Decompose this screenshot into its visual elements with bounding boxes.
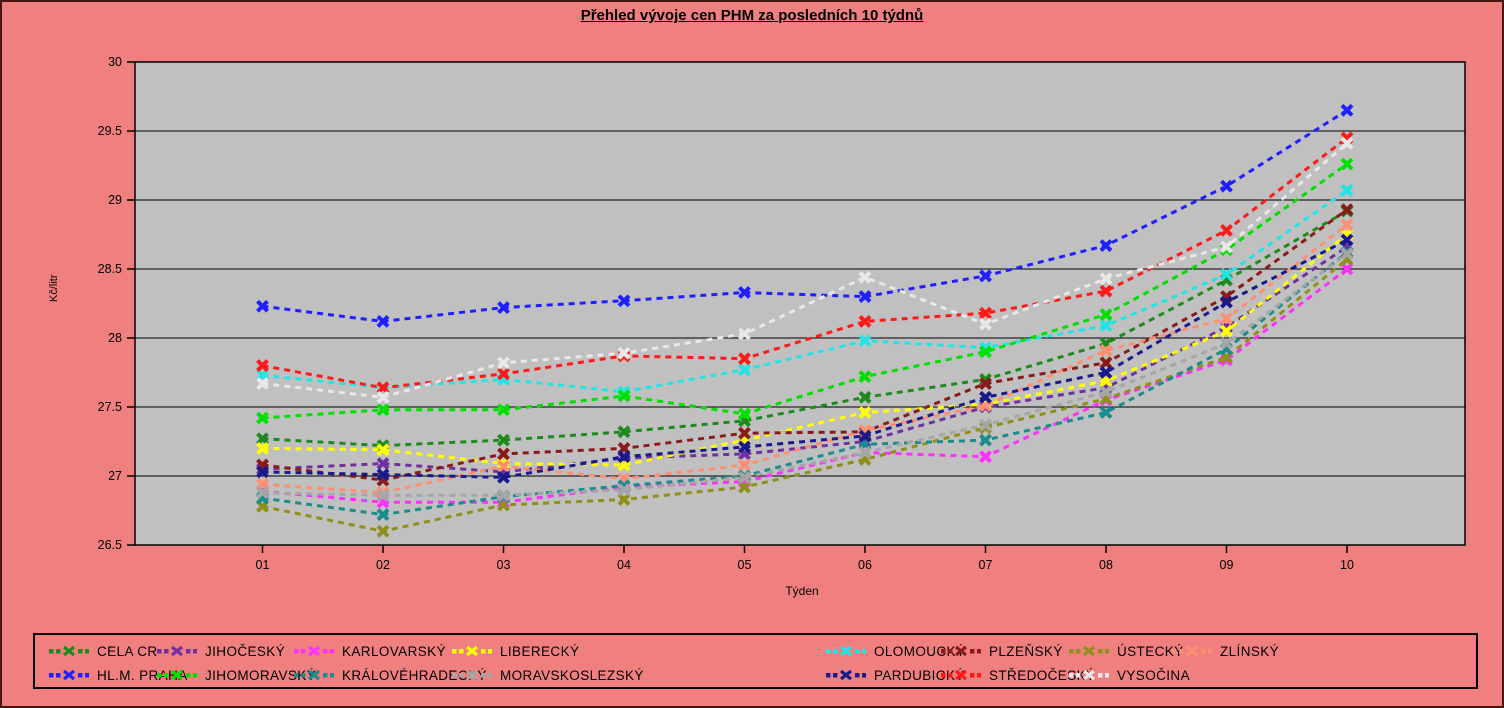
legend-marker: [157, 669, 197, 681]
legend-label: CELA CR: [97, 643, 158, 659]
series-markers-cela-cr: [256, 204, 1354, 453]
legend-label: PARDUBICKÝ: [874, 667, 965, 683]
legend-marker: [49, 645, 89, 657]
x-tick-label: 08: [1099, 558, 1113, 572]
series-markers-pardubick-: [256, 233, 1354, 484]
legend-item-pardubick-: PARDUBICKÝ: [826, 666, 965, 684]
y-tick-label: 30: [108, 55, 122, 69]
legend-item-jiho-esk-: JIHOČESKÝ: [157, 642, 285, 660]
legend-marker: [1069, 645, 1109, 657]
legend-item-plze-sk-: PLZEŇSKÝ: [941, 642, 1063, 660]
x-tick-label: 05: [738, 558, 752, 572]
series-markers-moravskoslezsk-: [256, 247, 1354, 502]
legend: CELA CR JIHOČESKÝ KARLOVARSKÝ LIBERECKÝ OLOM…: [33, 633, 1478, 689]
legend-item-olomouck-: OLOMOUCKÝ: [826, 642, 965, 660]
legend-label: STŘEDOČESKÝ: [989, 667, 1096, 683]
series-line-jiho-esk-: [262, 245, 1348, 474]
y-tick-label: 28: [108, 331, 122, 345]
x-tick-label: 03: [497, 558, 511, 572]
y-tick-label: 29.5: [98, 124, 122, 138]
legend-item-zl-nsk-: ZLÍNSKÝ: [1172, 642, 1279, 660]
legend-label: MORAVSKOSLEZSKÝ: [500, 667, 644, 683]
legend-item--steck-: ÚSTECKÝ: [1069, 642, 1184, 660]
legend-marker: [294, 669, 334, 681]
x-tick-label: 09: [1220, 558, 1234, 572]
legend-label: VYSOČINA: [1117, 667, 1190, 683]
legend-marker: [294, 645, 334, 657]
legend-label: ÚSTECKÝ: [1117, 643, 1184, 659]
legend-label: JIHOMORAVSKÝ: [205, 667, 317, 683]
y-tick-label: 26.5: [98, 538, 122, 552]
legend-label: ZLÍNSKÝ: [1220, 643, 1280, 659]
legend-marker: [941, 669, 981, 681]
x-tick-label: 10: [1340, 558, 1354, 572]
legend-item-libereck-: LIBERECKÝ: [452, 642, 579, 660]
legend-marker: [49, 669, 89, 681]
x-tick-label: 04: [617, 558, 631, 572]
y-tick-label: 27: [108, 469, 122, 483]
legend-label: KARLOVARSKÝ: [342, 643, 446, 659]
series-line-plze-sk-: [262, 208, 1348, 482]
legend-item-karlovarsk-: KARLOVARSKÝ: [294, 642, 446, 660]
legend-label: HL.M. PRAHA: [97, 667, 188, 683]
legend-marker: [452, 645, 492, 657]
series-line-olomouck-: [262, 189, 1348, 394]
legend-marker: [1069, 669, 1109, 681]
series-line-libereck-: [262, 233, 1348, 467]
series-line-moravskoslezsk-: [262, 252, 1348, 497]
legend-item-hl-m-praha: HL.M. PRAHA: [49, 666, 188, 684]
legend-marker: [452, 669, 492, 681]
x-axis-title: Týden: [785, 584, 819, 598]
x-tick-label: 06: [858, 558, 872, 572]
legend-item-st-edo-esk-: STŘEDOČESKÝ: [941, 666, 1095, 684]
series-line-karlovarsk-: [262, 267, 1348, 504]
legend-marker: [157, 645, 197, 657]
y-tick-label: 29: [108, 193, 122, 207]
legend-item-cela-cr: CELA CR: [49, 642, 158, 660]
legend-label: JIHOČESKÝ: [205, 643, 286, 659]
legend-item-kr-lov-hradeck-: KRÁLOVÉHRADECKÝ: [294, 666, 487, 684]
legend-item-moravskoslezsk-: MORAVSKOSLEZSKÝ: [452, 666, 644, 684]
x-tick-label: 01: [256, 558, 270, 572]
legend-marker: [1172, 645, 1212, 657]
legend-marker: [826, 645, 866, 657]
y-tick-label: 28.5: [98, 262, 122, 276]
x-tick-label: 02: [376, 558, 390, 572]
series-line-cela-cr: [262, 209, 1348, 448]
legend-item-jihomoravsk-: JIHOMORAVSKÝ: [157, 666, 316, 684]
x-tick-label: 07: [979, 558, 993, 572]
legend-marker: [826, 669, 866, 681]
series-line-pardubick-: [262, 238, 1348, 479]
legend-label: LIBERECKÝ: [500, 643, 580, 659]
series-line-jihomoravsk-: [262, 162, 1348, 420]
legend-item-vyso-ina: VYSOČINA: [1069, 666, 1190, 684]
series-markers-hl-m-praha: [256, 103, 1354, 328]
chart-title: Přehled vývoje cen PHM za posledních 10 …: [580, 7, 924, 24]
y-tick-label: 27.5: [98, 400, 122, 414]
legend-label: PLZEŇSKÝ: [989, 643, 1063, 659]
series-line-hl-m-praha: [262, 109, 1348, 323]
series-line-zl-nsk-: [262, 223, 1348, 495]
series-markers-vyso-ina: [256, 137, 1354, 404]
legend-label: OLOMOUCKÝ: [874, 643, 966, 659]
legend-marker: [941, 645, 981, 657]
legend-label: KRÁLOVÉHRADECKÝ: [342, 667, 487, 683]
